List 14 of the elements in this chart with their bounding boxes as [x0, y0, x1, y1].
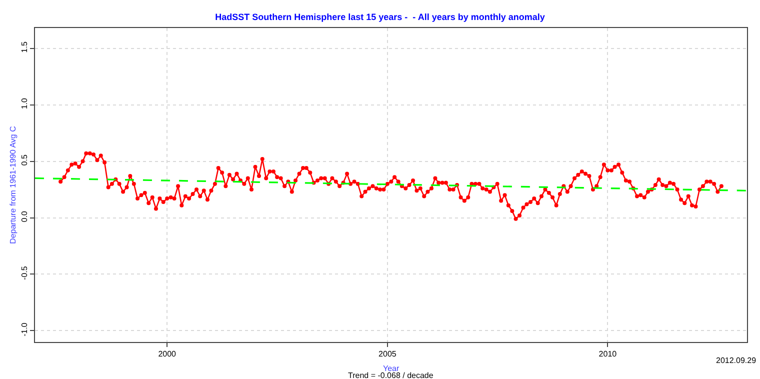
text: 2012.09.29 — [716, 356, 757, 365]
x-tick-label: 2000 — [158, 350, 177, 359]
y-axis-title: Departure from 1961-1990 Avg C — [8, 126, 18, 244]
text: Trend = -0.068 / decade — [348, 371, 434, 379]
x-axis-title: Year — [383, 364, 400, 373]
x-tick-label: 2010 — [598, 350, 618, 359]
y-tick-label: 0.0 — [20, 210, 29, 222]
x-tick-label: 2005 — [378, 350, 397, 359]
chart-title: HadSST Southern Hemisphere last 15 years - - All years by monthly anomaly — [215, 12, 545, 22]
y-tick-label: 1.5 — [20, 41, 29, 53]
y-tick-label: 0.5 — [20, 154, 29, 166]
y-tick-label: -1.0 — [20, 322, 29, 336]
y-tick-label: -0.5 — [20, 266, 29, 280]
y-tick-label: 1.0 — [20, 98, 29, 110]
